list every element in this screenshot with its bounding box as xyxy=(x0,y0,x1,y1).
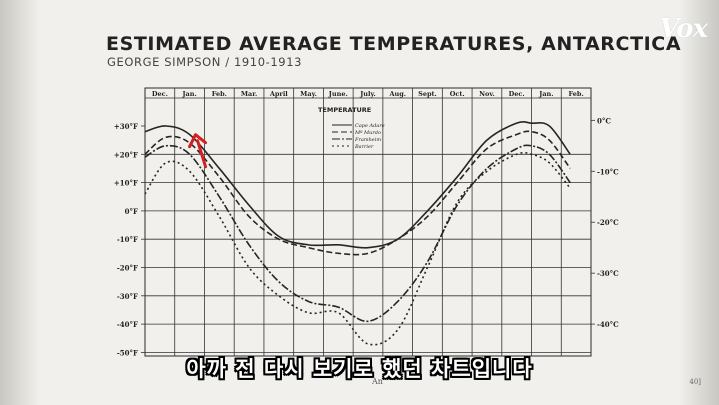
right-tick-label: -10°C xyxy=(597,167,619,176)
left-tick-label: 0°F xyxy=(125,207,138,216)
left-tick-label: -50°F xyxy=(117,348,138,357)
left-tick-label: +20°F xyxy=(114,150,138,159)
x-tick-label: Mar. xyxy=(241,90,258,98)
x-tick-label: July. xyxy=(359,90,376,98)
left-tick-label: -10°F xyxy=(117,235,138,244)
right-tick-label: -20°C xyxy=(597,218,619,227)
left-tick-label: -20°F xyxy=(117,264,138,273)
x-tick-label: Feb. xyxy=(212,90,227,98)
video-caption-text: 아까 전 다시 보기로 했던 차트입니다 xyxy=(186,357,533,381)
video-caption: 아까 전 다시 보기로 했던 차트입니다 xyxy=(0,353,719,383)
right-tick-label: -30°C xyxy=(597,269,619,278)
legend-label: Mº Murdo xyxy=(354,130,381,136)
x-tick-label: Dec. xyxy=(509,90,525,98)
right-tick-label: -40°C xyxy=(597,320,619,329)
legend-title: TEMPERATURE xyxy=(318,106,371,114)
left-vignette xyxy=(0,0,40,405)
page-number: 40] xyxy=(689,378,701,386)
red-arrow-annotation xyxy=(188,133,208,169)
x-tick-label: June. xyxy=(328,90,348,98)
page-subtitle: GEORGE SIMPSON / 1910-1913 xyxy=(107,55,303,69)
series-line xyxy=(144,151,571,346)
x-tick-label: Dec. xyxy=(152,90,168,98)
series-line xyxy=(144,130,571,256)
legend-label: Framheim xyxy=(354,137,381,143)
x-tick-label: Sept. xyxy=(418,90,437,98)
chart-series xyxy=(144,121,571,346)
x-tick-label: Aug. xyxy=(388,90,406,98)
x-tick-labels: Dec. Jan. Feb. Mar. April May. June. July. Aug. S… xyxy=(152,90,584,98)
left-tick-label: +30°F xyxy=(114,122,138,131)
vox-logo: Vox xyxy=(659,14,708,44)
right-axis-ticks: 0°C -10°C -20°C -30°C -40°C xyxy=(591,116,619,329)
left-tick-label: -40°F xyxy=(117,320,138,329)
x-tick-label: Nov. xyxy=(479,90,495,98)
x-tick-label: Feb. xyxy=(569,90,584,98)
x-tick-label: Jan. xyxy=(538,90,553,98)
chart-grid xyxy=(145,88,591,356)
page-title: ESTIMATED AVERAGE TEMPERATURES, ANTARCTI… xyxy=(106,33,682,55)
series-line xyxy=(144,144,571,323)
x-tick-label: May. xyxy=(300,90,317,98)
series-line xyxy=(144,121,571,249)
arrow-shaft xyxy=(196,139,208,169)
figure-caption-fragment: An xyxy=(372,377,383,386)
x-tick-label: Jan. xyxy=(181,90,196,98)
legend-label: Barrier xyxy=(354,144,374,150)
left-axis-ticks: +30°F +20°F +10°F 0°F -10°F -20°F -30°F -40°F -5… xyxy=(114,122,145,357)
legend-label: Cape Adare xyxy=(355,123,385,129)
x-tick-label: Oct. xyxy=(450,90,465,98)
right-tick-label: 0°C xyxy=(597,116,611,125)
left-tick-label: +10°F xyxy=(114,179,138,188)
x-tick-label: April xyxy=(269,90,288,98)
left-tick-label: -30°F xyxy=(117,292,138,301)
arrow-head xyxy=(188,133,208,149)
right-vignette xyxy=(679,0,719,405)
